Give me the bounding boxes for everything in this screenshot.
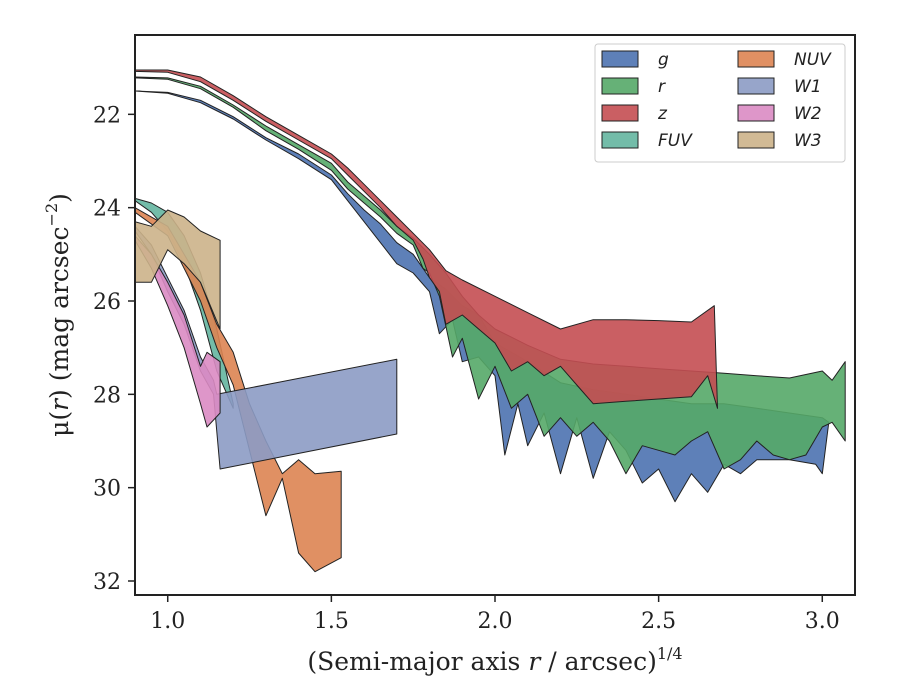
legend-swatch-w2 — [737, 104, 775, 122]
legend-label-z: z — [657, 104, 668, 124]
legend-label-w2: W2 — [794, 104, 822, 124]
y-tick-label: 28 — [93, 383, 121, 408]
legend: grz FUV NUV W1 W2 W3 — [594, 43, 846, 163]
legend-swatch-nuv — [737, 50, 775, 68]
x-tick-label: 2.0 — [478, 609, 513, 634]
y-axis-ticks: 22 24 26 28 30 32 — [93, 103, 135, 595]
x-tick-label: 2.5 — [641, 609, 676, 634]
legend-label-fuv: FUV — [658, 131, 693, 151]
band-w2 — [135, 235, 221, 428]
legend-swatch-w1 — [737, 77, 775, 95]
y-tick-label: 26 — [93, 290, 121, 315]
y-tick-label: 32 — [93, 570, 121, 595]
y-tick-label: 22 — [93, 103, 121, 128]
x-tick-label: 1.5 — [314, 609, 349, 634]
legend-swatch-z — [601, 104, 639, 122]
legend-label-g: g — [658, 50, 669, 70]
legend-swatch-w3 — [737, 131, 775, 149]
band-z — [135, 69, 718, 409]
y-axis-title: μ(r) (mag arcsec−2) — [42, 193, 74, 437]
legend-box — [594, 43, 846, 163]
profile-bands — [135, 69, 846, 573]
x-tick-label: 1.0 — [150, 609, 185, 634]
x-axis-ticks: 1.0 1.5 2.0 2.5 3.0 — [150, 595, 840, 634]
x-axis-title: (Semi-major axis r / arcsec)1/4 — [307, 644, 682, 676]
band-w3 — [135, 209, 221, 330]
y-tick-label: 24 — [93, 197, 121, 222]
y-tick-label: 30 — [93, 477, 121, 502]
legend-swatch-fuv — [601, 131, 639, 149]
legend-label-w3: W3 — [794, 131, 822, 151]
legend-swatch-g — [601, 50, 639, 68]
legend-label-nuv: NUV — [794, 50, 832, 70]
legend-label-r: r — [658, 77, 666, 97]
legend-swatch-r — [601, 77, 639, 95]
legend-label-w1: W1 — [794, 77, 822, 97]
x-tick-label: 3.0 — [805, 609, 840, 634]
